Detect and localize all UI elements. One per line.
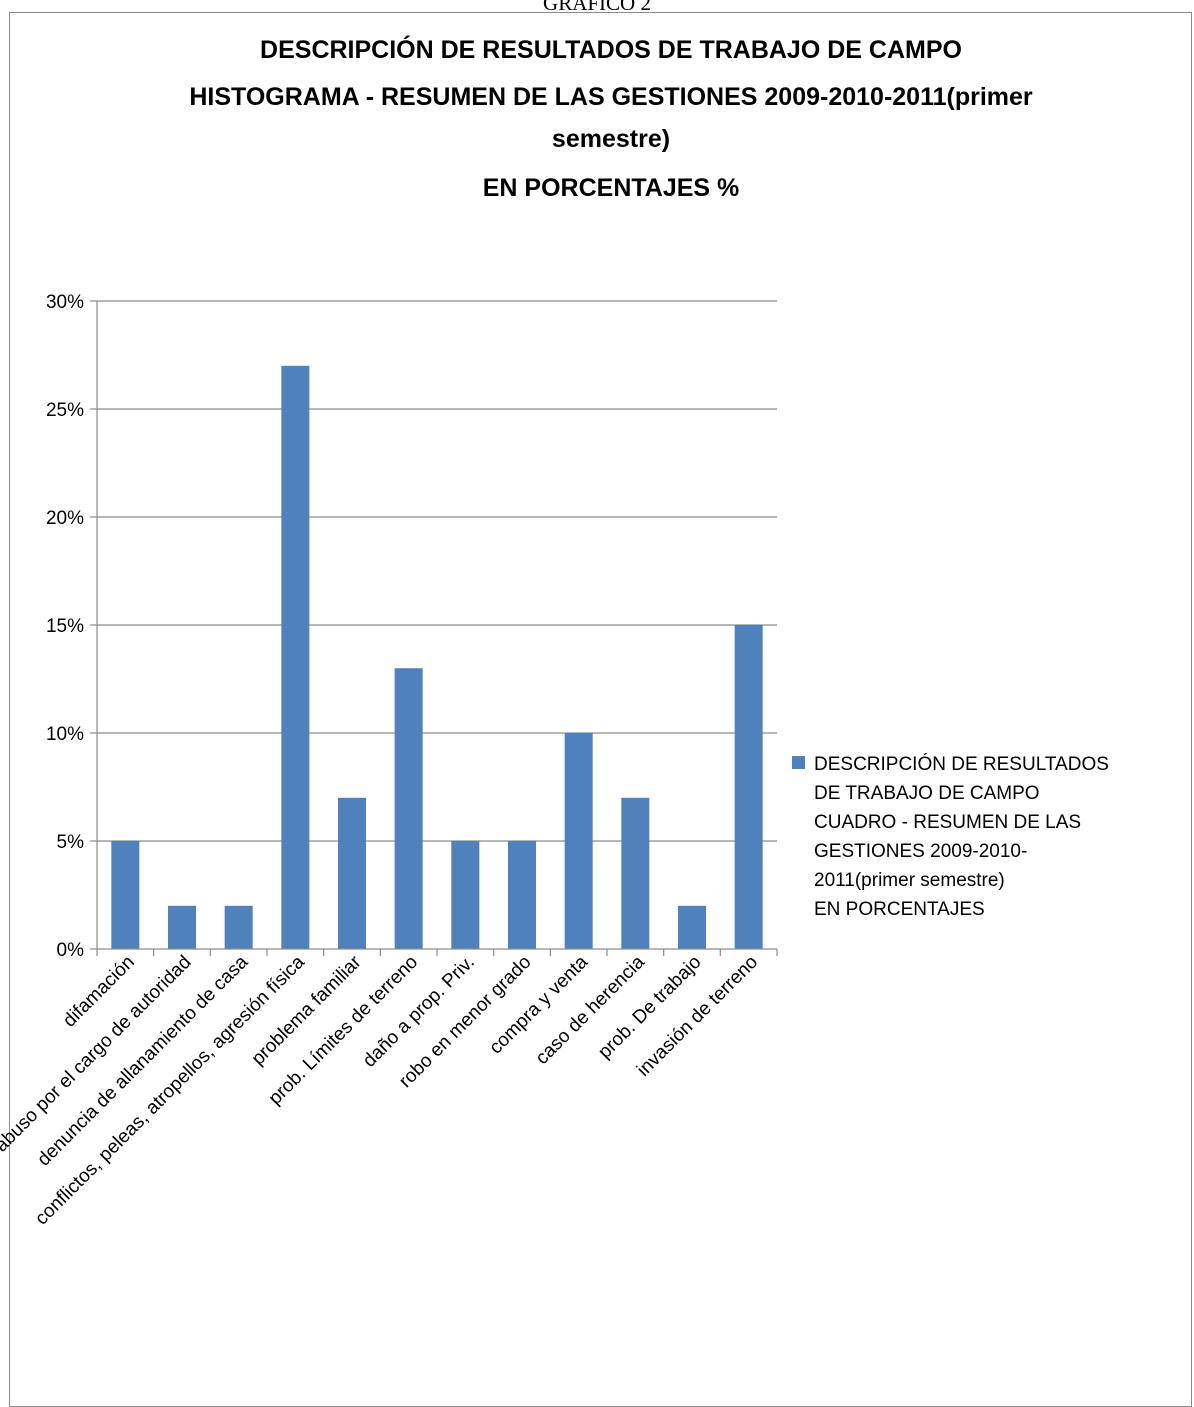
legend-label: DESCRIPCIÓN DE RESULTADOS bbox=[814, 753, 1109, 775]
x-category-label: denuncia de allanamiento de casa bbox=[33, 951, 252, 1170]
chart-caption: GRÁFICO 2 bbox=[543, 0, 651, 15]
legend-label: EN PORCENTAJES bbox=[814, 899, 985, 920]
y-tick-label: 5% bbox=[57, 832, 85, 853]
bar bbox=[338, 797, 366, 949]
bar bbox=[621, 797, 650, 949]
bar bbox=[564, 733, 593, 949]
y-tick-label: 20% bbox=[46, 508, 84, 529]
bar bbox=[508, 841, 536, 949]
y-tick-label: 0% bbox=[57, 940, 85, 961]
y-tick-labels: 0% 5% 10% 15% 20% 25% 30% bbox=[46, 292, 84, 961]
bar bbox=[281, 365, 310, 949]
bar bbox=[394, 668, 423, 949]
gridlines bbox=[90, 300, 777, 950]
bar bbox=[734, 625, 763, 949]
chart-title: DESCRIPCIÓN DE RESULTADOS DE TRABAJO DE … bbox=[189, 34, 1033, 202]
legend: DESCRIPCIÓN DE RESULTADOS DE TRABAJO DE C… bbox=[792, 753, 1109, 920]
y-tick-label: 25% bbox=[46, 400, 84, 421]
chart-title-line: semestre) bbox=[552, 125, 670, 153]
legend-label: GESTIONES 2009-2010- bbox=[814, 841, 1027, 862]
legend-swatch bbox=[792, 756, 805, 769]
legend-label: 2011(primer semestre) bbox=[814, 870, 1005, 891]
bar bbox=[451, 841, 480, 949]
bar bbox=[168, 905, 196, 949]
x-category-label: compra y venta bbox=[485, 951, 592, 1058]
y-tick-label: 15% bbox=[46, 616, 84, 637]
y-tick-label: 10% bbox=[46, 724, 84, 745]
chart-title-line: EN PORCENTAJES % bbox=[483, 174, 740, 202]
legend-label: DE TRABAJO DE CAMPO bbox=[814, 783, 1040, 804]
y-tick-label: 30% bbox=[46, 292, 84, 313]
bar bbox=[678, 905, 706, 949]
bar bbox=[111, 841, 140, 949]
x-category-label: prob. De trabajo bbox=[594, 952, 705, 1063]
chart-title-line: HISTOGRAMA - RESUMEN DE LAS GESTIONES 20… bbox=[189, 83, 1033, 111]
chart-title-line: DESCRIPCIÓN DE RESULTADOS DE TRABAJO DE … bbox=[260, 34, 962, 64]
legend-label: CUADRO - RESUMEN DE LAS bbox=[814, 812, 1081, 833]
bars bbox=[111, 365, 763, 949]
bar bbox=[224, 905, 253, 949]
axes bbox=[96, 301, 778, 956]
